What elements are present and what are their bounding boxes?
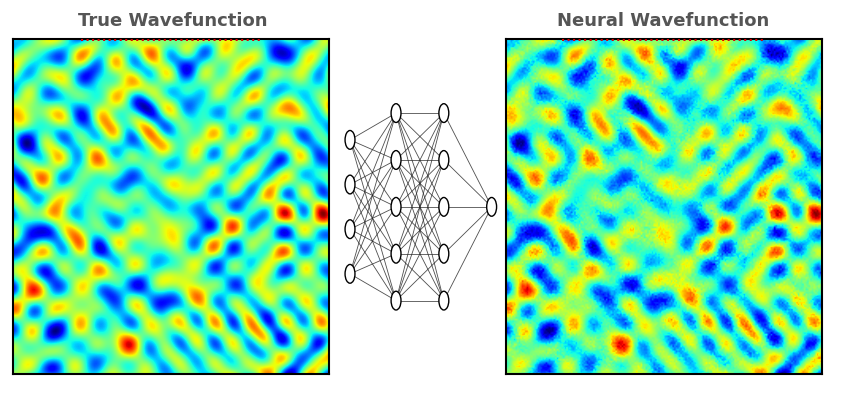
- Circle shape: [439, 291, 448, 310]
- Circle shape: [345, 220, 355, 238]
- Circle shape: [391, 104, 401, 123]
- Circle shape: [345, 264, 355, 283]
- Circle shape: [345, 130, 355, 149]
- Circle shape: [391, 197, 401, 216]
- Circle shape: [439, 104, 448, 123]
- Circle shape: [439, 151, 448, 169]
- Circle shape: [486, 197, 497, 216]
- Circle shape: [345, 175, 355, 194]
- Text: Neural Wavefunction: Neural Wavefunction: [557, 12, 770, 30]
- Circle shape: [439, 244, 448, 263]
- Circle shape: [391, 151, 401, 169]
- Text: True Wavefunction: True Wavefunction: [78, 12, 267, 30]
- Circle shape: [391, 291, 401, 310]
- Circle shape: [391, 244, 401, 263]
- Circle shape: [439, 197, 448, 216]
